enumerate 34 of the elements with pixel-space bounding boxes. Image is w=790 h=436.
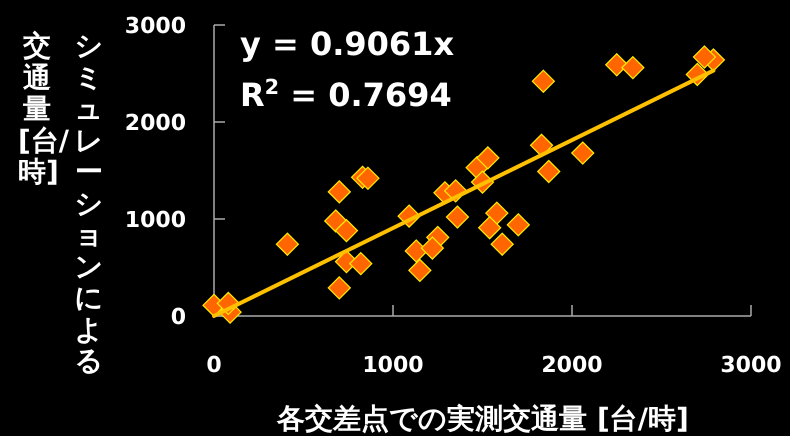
x-tick-label: 3000 [720, 353, 782, 378]
x-tick-label: 2000 [541, 353, 603, 378]
text: シミュレーションによる交通量 [台/時] [18, 29, 104, 377]
annotation: R$^{2}$ = 0.7694 [240, 75, 452, 114]
point [356, 166, 380, 190]
point [571, 141, 594, 165]
point [328, 180, 351, 204]
y-tick-label: 3000 [124, 14, 186, 39]
point [446, 205, 470, 229]
y-tick-label: 2000 [124, 111, 186, 136]
point [537, 160, 560, 184]
y-tick-label: 0 [170, 305, 186, 330]
point [490, 232, 514, 256]
point [404, 239, 428, 263]
point [530, 134, 554, 157]
point [476, 146, 500, 170]
point [276, 232, 299, 256]
point [532, 70, 555, 93]
point [420, 236, 444, 260]
point [621, 56, 644, 80]
point [692, 45, 716, 69]
x-tick-label: 1000 [362, 353, 424, 378]
point [349, 252, 372, 276]
annotation: y = 0.9061x [240, 25, 454, 63]
point [408, 258, 432, 282]
point [334, 219, 358, 242]
point [485, 202, 508, 225]
y-tick-label: 1000 [124, 208, 186, 233]
x-tick-label: 0 [206, 353, 222, 378]
point [478, 216, 502, 240]
point [328, 276, 351, 300]
x-axis-title: 各交差点での実測交通量 [台/時] [276, 402, 689, 435]
point [605, 53, 628, 76]
point [506, 213, 530, 236]
